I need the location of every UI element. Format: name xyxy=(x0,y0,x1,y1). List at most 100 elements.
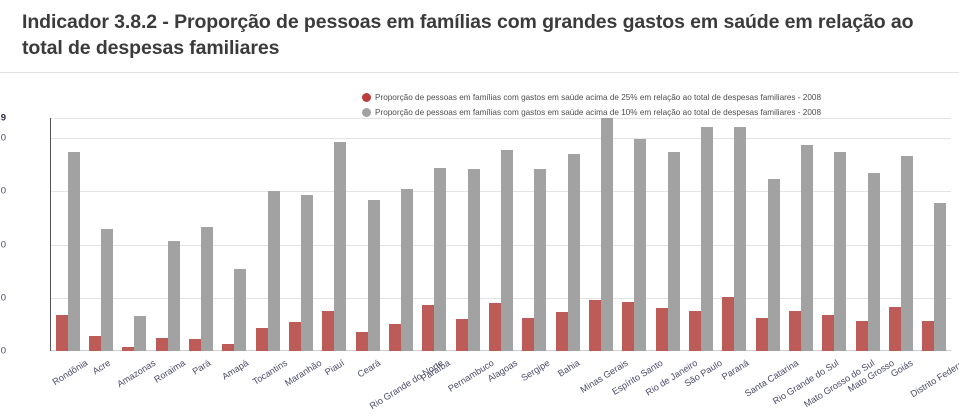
x-axis-tick-label: Amapá xyxy=(220,357,251,382)
x-axis-tick-cell: Paraná xyxy=(717,351,750,417)
bar-group xyxy=(618,118,651,351)
bar-group xyxy=(318,118,351,351)
x-axis-tick-cell: Paraíba xyxy=(417,351,453,417)
bar[interactable] xyxy=(734,126,747,351)
bar[interactable] xyxy=(834,152,847,351)
bar-group xyxy=(384,118,417,351)
x-axis-tick-cell: Pernambuco xyxy=(446,351,495,417)
bar[interactable] xyxy=(867,173,880,351)
bar-group xyxy=(51,118,84,351)
bar[interactable] xyxy=(488,303,501,351)
bar-group xyxy=(118,118,151,351)
bar-group xyxy=(518,118,551,351)
bar[interactable] xyxy=(655,308,668,351)
y-axis-tick-label: 10.0 xyxy=(0,239,6,251)
bar[interactable] xyxy=(688,310,701,351)
bar-group xyxy=(884,118,917,351)
bar[interactable] xyxy=(367,199,380,351)
bar[interactable] xyxy=(288,322,301,351)
bar[interactable] xyxy=(667,152,680,351)
bar[interactable] xyxy=(67,152,80,351)
bar[interactable] xyxy=(500,149,513,351)
y-axis-tick-label: 20.0 xyxy=(0,132,6,144)
bar[interactable] xyxy=(388,324,401,351)
bar[interactable] xyxy=(88,336,101,351)
x-axis-tick-label: Alagoas xyxy=(485,357,520,384)
bar-group xyxy=(851,118,884,351)
y-axis-tick-label: 0.0 xyxy=(0,345,6,357)
x-axis-tick-cell: Bahia xyxy=(550,351,583,417)
bar[interactable] xyxy=(422,305,435,351)
bar-group xyxy=(651,118,684,351)
bar[interactable] xyxy=(555,311,568,351)
bar[interactable] xyxy=(534,169,547,351)
bar-group xyxy=(351,118,384,351)
bar[interactable] xyxy=(588,299,601,351)
bar[interactable] xyxy=(855,321,868,351)
bar[interactable] xyxy=(400,189,413,351)
x-axis-tick-label: Distrito Federal xyxy=(908,357,959,400)
bar[interactable] xyxy=(200,226,213,351)
bar[interactable] xyxy=(255,327,268,351)
x-axis-tick-cell: Sergipe xyxy=(517,351,552,417)
bar[interactable] xyxy=(267,191,280,351)
bar[interactable] xyxy=(355,331,368,351)
x-axis-tick-label: Paraná xyxy=(720,357,751,382)
bar[interactable] xyxy=(722,296,735,351)
x-axis-tick-cell: Pará xyxy=(183,351,216,417)
bar[interactable] xyxy=(922,321,935,351)
page-title: Indicador 3.8.2 - Proporção de pessoas e… xyxy=(22,11,914,59)
chart-legend: Proporção de pessoas em famílias com gas… xyxy=(362,91,942,121)
bar[interactable] xyxy=(334,142,347,351)
bar-group xyxy=(918,118,951,351)
bar[interactable] xyxy=(100,228,113,351)
bar[interactable] xyxy=(522,318,535,351)
x-axis-tick-cell: São Paulo xyxy=(682,351,723,417)
bar[interactable] xyxy=(622,302,635,351)
bar[interactable] xyxy=(934,203,947,351)
bar[interactable] xyxy=(700,126,713,351)
bar[interactable] xyxy=(455,319,468,351)
bar[interactable] xyxy=(322,310,335,351)
legend-item[interactable]: Proporção de pessoas em famílias com gas… xyxy=(362,91,942,104)
bar[interactable] xyxy=(755,318,768,351)
bar[interactable] xyxy=(888,307,901,351)
bar[interactable] xyxy=(234,269,247,351)
legend-item[interactable]: Proporção de pessoas em famílias com gas… xyxy=(362,106,942,119)
bar[interactable] xyxy=(800,144,813,351)
x-axis-tick-label: Piauí xyxy=(323,357,347,378)
x-axis-tick-cell: Santa Catarina xyxy=(743,351,800,417)
bar-group xyxy=(784,118,817,351)
gridline xyxy=(51,138,951,140)
bar[interactable] xyxy=(122,346,135,351)
bar[interactable] xyxy=(55,314,68,351)
bar[interactable] xyxy=(634,139,647,351)
x-axis-tick-cell: Rio Grande do Norte xyxy=(368,351,445,417)
gridline xyxy=(51,118,951,119)
x-axis-tick-cell: Mato Grosso xyxy=(846,351,896,417)
bar[interactable] xyxy=(134,315,147,351)
x-axis-tick-cell: Piauí xyxy=(317,351,350,417)
bar[interactable] xyxy=(467,169,480,351)
x-axis-tick-label: Paraíba xyxy=(419,357,453,384)
bar[interactable] xyxy=(155,338,168,351)
bar[interactable] xyxy=(788,310,801,351)
bar-group xyxy=(718,118,751,351)
bar[interactable] xyxy=(222,343,235,351)
bar[interactable] xyxy=(567,154,580,351)
x-axis-tick-cell: Rondônia xyxy=(50,351,89,417)
bar[interactable] xyxy=(600,118,613,351)
bar[interactable] xyxy=(167,241,180,351)
bar[interactable] xyxy=(188,339,201,351)
bar[interactable] xyxy=(900,156,913,351)
bar[interactable] xyxy=(767,178,780,351)
bar-group xyxy=(818,118,851,351)
legend-dot-icon xyxy=(362,93,371,102)
x-axis-tick-label: Roraima xyxy=(151,357,187,385)
bar[interactable] xyxy=(822,314,835,351)
x-axis-tick-cell: Espírito Santo xyxy=(610,351,664,417)
bar[interactable] xyxy=(434,168,447,351)
x-axis-tick-label: Pará xyxy=(190,357,213,377)
title-bar: Indicador 3.8.2 - Proporção de pessoas e… xyxy=(0,0,959,62)
bar[interactable] xyxy=(300,194,313,351)
